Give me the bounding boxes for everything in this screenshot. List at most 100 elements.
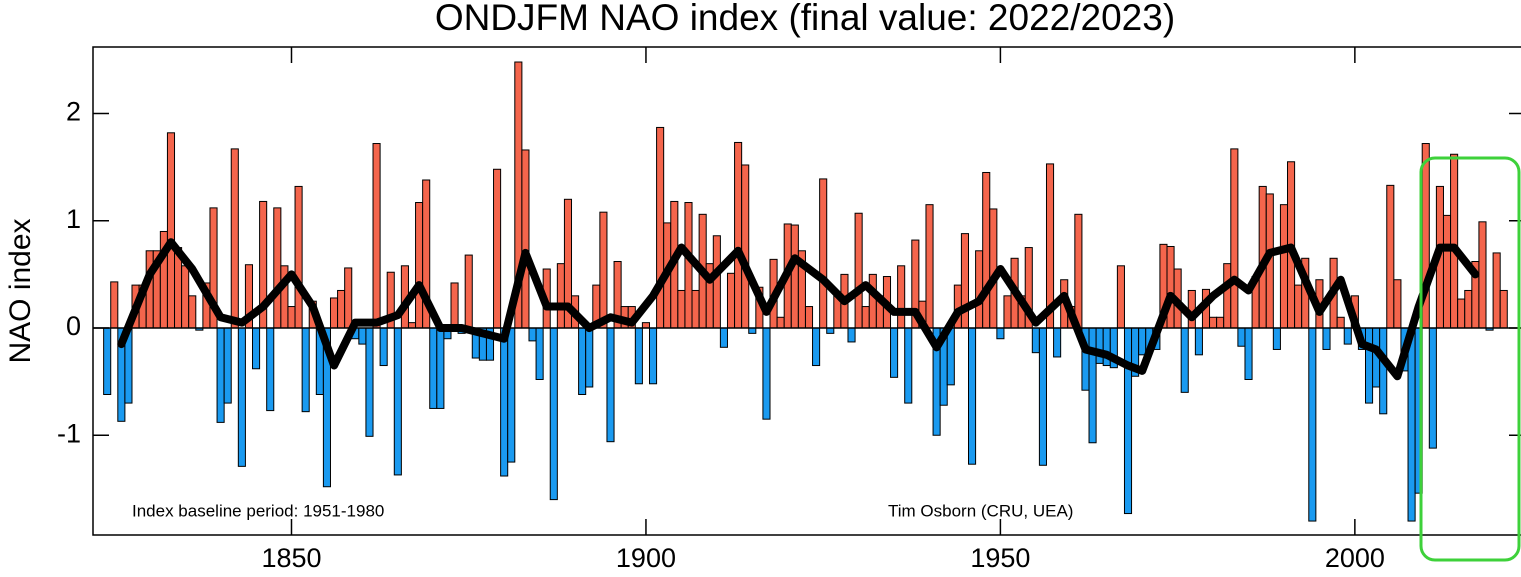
bar [847,327,856,343]
annotation: Tim Osborn (CRU, UEA) [888,501,1073,520]
bar [996,327,1005,340]
x-tick-label: 1850 [261,543,321,573]
bar [868,273,877,329]
y-tick-label: -1 [57,418,81,448]
bar [429,327,438,409]
x-tick-label: 1950 [970,543,1030,573]
bar [1244,327,1253,380]
bar [1116,265,1125,329]
bar [1166,245,1175,329]
bar [1230,148,1239,329]
bar [1074,213,1083,329]
bar [273,207,282,329]
bar [1450,153,1459,329]
bar [1038,327,1047,466]
bar [691,289,700,329]
bar [223,327,232,404]
bar [450,282,459,329]
bar [656,126,665,329]
bar [648,327,658,385]
bar [854,212,863,329]
bar [812,327,821,367]
bar [372,143,381,329]
bar [585,327,594,388]
bar [1343,327,1352,345]
bar [103,327,112,395]
bar [237,327,246,467]
bar [1223,263,1232,329]
bar [344,267,353,329]
bar [230,148,239,329]
bar [890,327,899,378]
bar [982,171,991,329]
bar [1180,327,1189,393]
bar [677,289,686,329]
bar [897,265,906,329]
bar [329,297,339,329]
bar [1237,327,1246,347]
bar [734,141,743,329]
bar [556,263,565,329]
bar [1386,184,1395,329]
bar [1209,316,1218,329]
bar [1003,295,1012,329]
bar [415,202,424,329]
y-axis-label: NAO index [4,218,37,363]
bar [1442,214,1452,329]
bar [712,235,721,329]
bar [578,327,587,395]
bar [1499,289,1508,329]
bar [599,211,608,329]
bar [1393,279,1402,329]
bar [493,168,502,329]
y-tick-label: 1 [66,204,81,234]
bar [216,327,225,423]
y-tick-label: 2 [66,97,81,127]
bar [776,316,785,329]
bar [337,289,346,329]
bar [252,327,261,370]
bar [266,327,275,412]
bar [606,327,615,443]
bar [790,224,799,329]
bar [500,327,509,477]
bar [1364,327,1374,404]
bar [507,327,516,463]
bar [407,322,417,329]
bar [393,327,402,476]
bar [989,208,998,329]
bar [1308,327,1317,522]
bar [181,265,190,329]
chart-title: ONDJFM NAO index (final value: 2022/2023… [435,0,1175,38]
bar [464,254,473,329]
bar [1492,252,1501,329]
bar [904,327,913,404]
bar [819,178,828,329]
bar [301,327,310,413]
bar [861,306,870,329]
bar [521,149,530,329]
bar [1407,327,1416,522]
bar [1138,327,1147,356]
bar [287,306,296,329]
bar [1464,289,1473,329]
bar [826,327,835,334]
bar [528,327,537,342]
bar [748,327,757,334]
bar [110,281,119,329]
bar [641,322,650,329]
bar [968,327,977,465]
bar [1478,221,1487,329]
bar [1322,327,1331,350]
bar [1216,316,1225,329]
highlight-box [1419,156,1521,562]
bar [1294,284,1303,329]
annotation: Index baseline period: 1951-1980 [132,501,384,520]
x-tick-label: 1900 [616,543,676,573]
bar [1279,204,1289,329]
bar [975,250,984,329]
smoothed-line [117,238,1480,381]
bar [726,272,736,329]
bar [1088,327,1097,444]
